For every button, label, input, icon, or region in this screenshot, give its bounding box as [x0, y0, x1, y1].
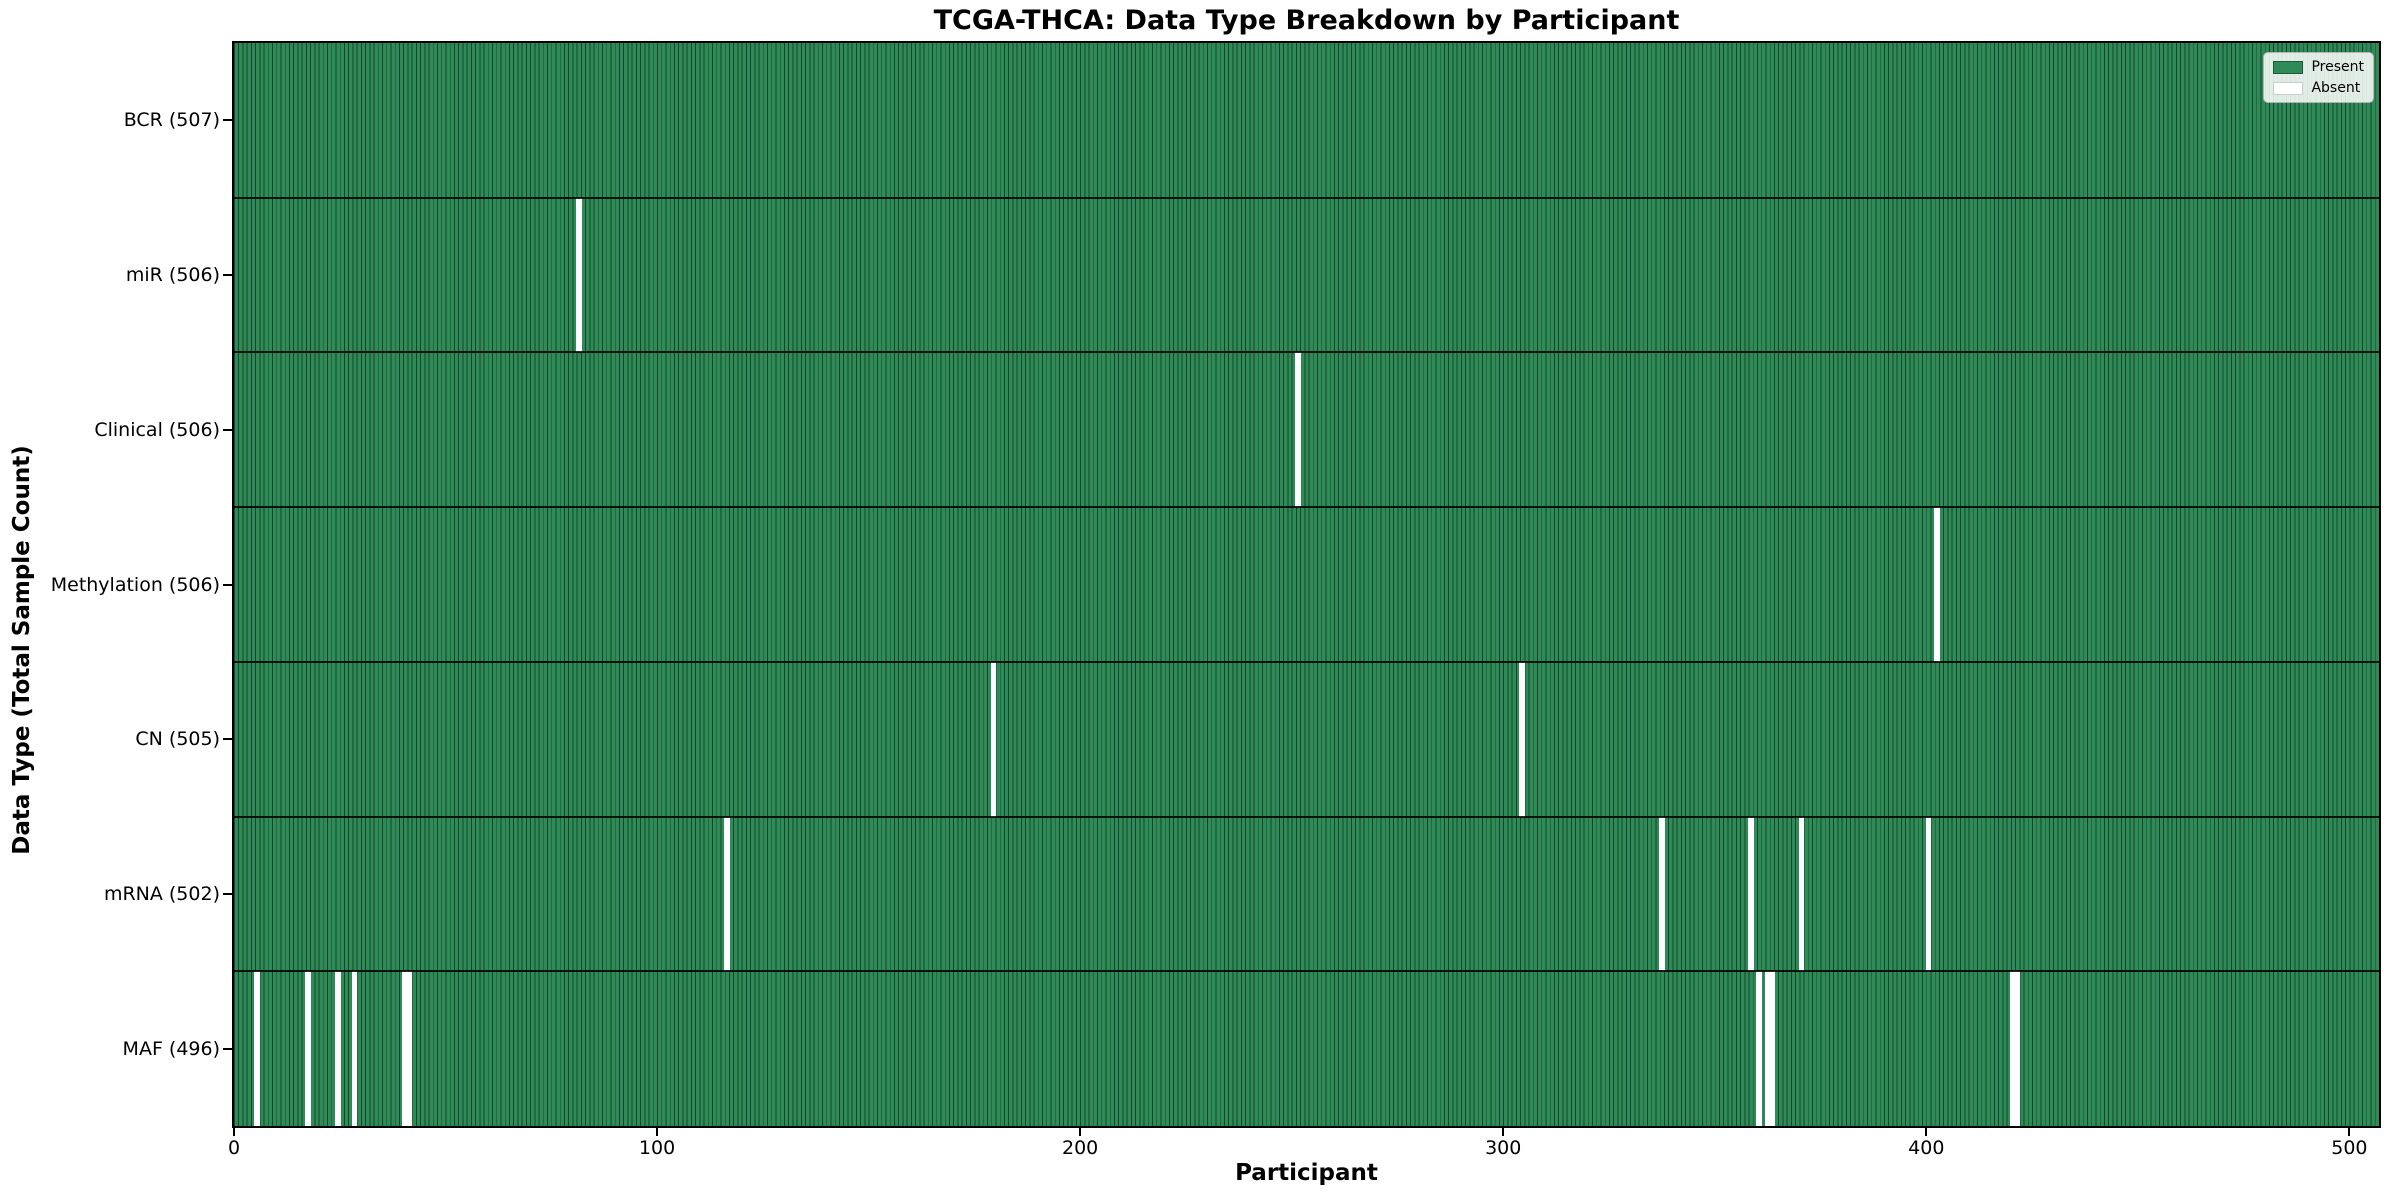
x-tick-mark: [233, 1127, 235, 1136]
row-band-methylation: [234, 507, 2379, 662]
y-tick-label: mRNA (502): [103, 882, 220, 905]
y-tick-mark: [223, 892, 232, 895]
absent-gap: [724, 816, 730, 972]
plot-area: Present Absent: [232, 41, 2381, 1128]
row-separator: [234, 660, 2379, 663]
y-tick-mark: [223, 428, 232, 431]
absent-gap: [351, 971, 358, 1126]
x-tick-label: 500: [2331, 1137, 2368, 1159]
row-separator: [234, 506, 2379, 509]
y-tick-mark: [223, 274, 232, 277]
x-tick-mark: [656, 1127, 659, 1136]
x-tick-label: 300: [1485, 1137, 1522, 1159]
absent-gap: [334, 971, 341, 1126]
absent-gap: [1756, 971, 1763, 1126]
y-tick-label: CN (505): [135, 728, 220, 751]
row-separator: [234, 351, 2379, 354]
x-tick-mark: [1925, 1127, 1928, 1136]
legend-swatch-absent: [2273, 81, 2304, 95]
y-tick-mark: [223, 583, 232, 586]
x-axis-label: Participant: [1235, 1160, 1378, 1186]
absent-gap: [254, 971, 261, 1126]
y-tick-label: MAF (496): [122, 1037, 220, 1060]
absent-gap: [305, 971, 311, 1126]
y-axis-label: Data Type (Total Sample Count): [9, 445, 35, 855]
x-tick-label: 0: [227, 1137, 241, 1159]
row-band-clinical: [234, 352, 2379, 508]
legend-swatch-present: [2273, 60, 2304, 74]
row-band-cn: [234, 661, 2379, 817]
legend-label: Present: [2311, 59, 2364, 75]
legend-item-present: Present: [2273, 59, 2364, 75]
row-separator: [234, 815, 2379, 818]
row-separator: [234, 970, 2379, 973]
x-tick-label: 400: [1908, 1137, 1945, 1159]
absent-gap: [402, 971, 409, 1126]
absent-gap: [1659, 816, 1665, 972]
absent-gap: [1769, 971, 1775, 1126]
legend: Present Absent: [2263, 52, 2374, 103]
absent-gap: [1764, 971, 1771, 1126]
row-separator: [234, 196, 2379, 199]
absent-gap: [406, 971, 413, 1126]
absent-gap: [1295, 352, 1301, 508]
row-band-bcr: [234, 43, 2379, 198]
y-tick-label: Clinical (506): [94, 418, 220, 441]
absent-gap: [1519, 661, 1526, 817]
x-tick-mark: [1502, 1127, 1505, 1136]
absent-gap: [575, 197, 582, 353]
row-band-mrna: [234, 816, 2379, 972]
absent-gap: [1925, 816, 1932, 972]
row-band-maf: [234, 971, 2379, 1126]
absent-gap: [1798, 816, 1805, 972]
legend-item-absent: Absent: [2273, 80, 2364, 96]
x-tick-label: 200: [1062, 1137, 1099, 1159]
y-tick-label: Methylation (506): [50, 573, 220, 596]
absent-gap: [1934, 507, 1940, 662]
x-tick-mark: [1079, 1127, 1082, 1136]
absent-gap: [990, 661, 997, 817]
x-tick-mark: [2348, 1127, 2351, 1136]
x-tick-label: 100: [638, 1137, 676, 1159]
y-tick-label: miR (506): [125, 264, 220, 287]
absent-gap: [2010, 971, 2016, 1126]
absent-gap: [2014, 971, 2021, 1126]
legend-label: Absent: [2311, 80, 2361, 96]
y-tick-mark: [223, 738, 232, 741]
y-tick-label: BCR (507): [123, 109, 220, 132]
y-tick-mark: [223, 119, 232, 122]
chart-title: TCGA-THCA: Data Type Breakdown by Partic…: [933, 5, 1680, 36]
y-tick-mark: [223, 1047, 232, 1050]
absent-gap: [1747, 816, 1754, 972]
row-band-mir: [234, 197, 2379, 353]
